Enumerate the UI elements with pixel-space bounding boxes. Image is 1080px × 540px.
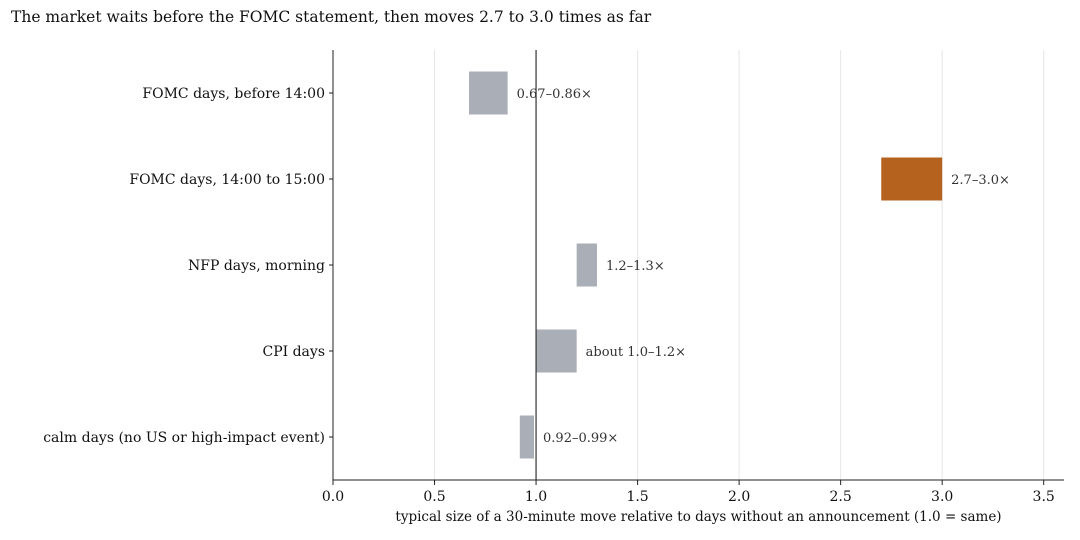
data-label-3: about 1.0–1.2× xyxy=(586,345,686,360)
x-tick-label-3: 1.5 xyxy=(626,489,648,505)
data-label-4: 0.92–0.99× xyxy=(543,431,618,446)
bar-0 xyxy=(469,71,508,115)
category-label-0: FOMC days, before 14:00 xyxy=(142,86,325,102)
x-tick-label-5: 2.5 xyxy=(830,489,852,505)
x-tick-label-6: 3.0 xyxy=(931,489,953,505)
bar-4 xyxy=(519,415,535,459)
data-label-2: 1.2–1.3× xyxy=(606,259,665,274)
axes xyxy=(329,50,1064,481)
x-tick-label-4: 2.0 xyxy=(728,489,750,505)
x-tick-label-1: 0.5 xyxy=(423,489,445,505)
chart-title: The market waits before the FOMC stateme… xyxy=(11,8,652,26)
bar-1 xyxy=(881,157,943,201)
x-axis-title: typical size of a 30-minute move relativ… xyxy=(395,509,1001,525)
category-label-2: NFP days, morning xyxy=(188,258,325,274)
data-labels: 0.67–0.86× 2.7–3.0× 1.2–1.3× about 1.0–1.2×… xyxy=(517,87,1010,446)
bar-2 xyxy=(576,243,597,287)
x-ticks: 0.0 0.5 1.0 1.5 2.0 2.5 3.0 3.5 xyxy=(322,480,1055,505)
x-tick-label-0: 0.0 xyxy=(322,489,344,505)
data-label-0: 0.67–0.86× xyxy=(517,87,592,102)
data-label-1: 2.7–3.0× xyxy=(951,173,1010,188)
bar-3 xyxy=(536,329,577,373)
category-label-3: CPI days xyxy=(262,344,325,360)
bars xyxy=(469,71,943,459)
x-tick-label-2: 1.0 xyxy=(525,489,547,505)
category-labels: FOMC days, before 14:00 FOMC days, 14:00 … xyxy=(43,86,325,446)
category-label-4: calm days (no US or high-impact event) xyxy=(43,430,325,446)
x-tick-label-7: 3.5 xyxy=(1033,489,1055,505)
category-label-1: FOMC days, 14:00 to 15:00 xyxy=(129,172,325,188)
